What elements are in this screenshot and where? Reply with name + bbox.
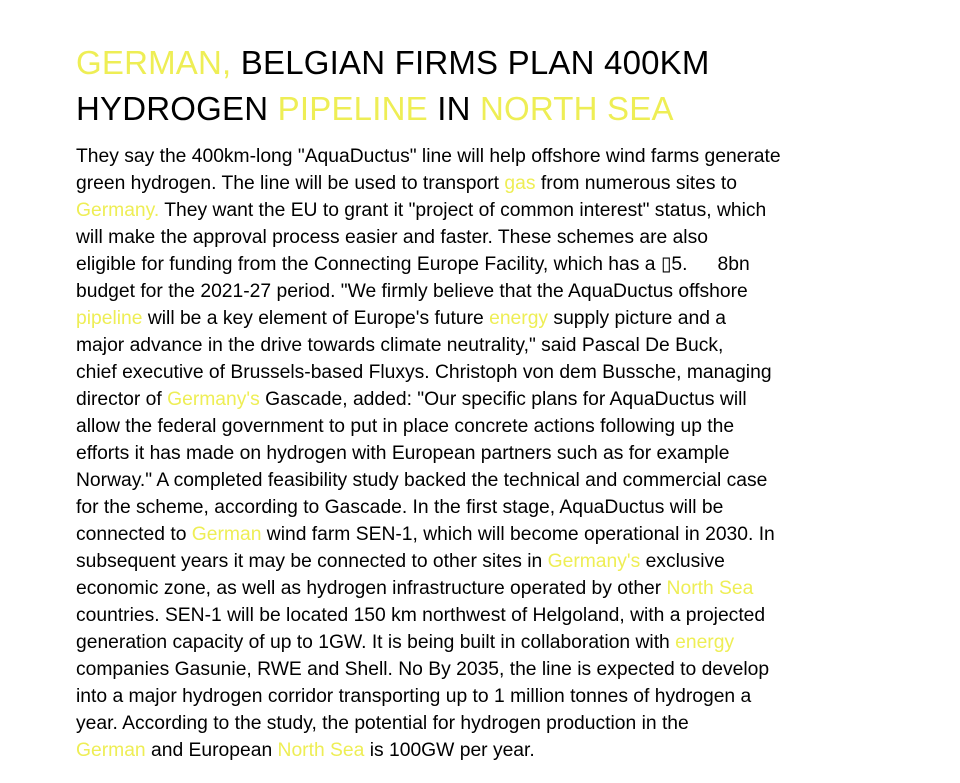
text-segment: eligible for funding from the Connecting… <box>76 254 688 275</box>
headline-line-1: GERMAN, BELGIAN FIRMS PLAN 400KM <box>76 40 876 86</box>
body-line: green hydrogen. The line will be used to… <box>76 170 876 197</box>
body-line: for the scheme, according to Gascade. In… <box>76 494 876 521</box>
text-segment: director of <box>76 389 168 410</box>
text-segment: is 100GW per year. <box>364 740 535 761</box>
text-segment: allow the federal government to put in p… <box>76 416 735 437</box>
body-line: German and European North Sea is 100GW p… <box>76 737 876 764</box>
body-line: countries. SEN-1 will be located 150 km … <box>76 602 876 629</box>
text-segment: Gascade, added: "Our specific plans for … <box>259 389 747 410</box>
text-segment: will make the approval process easier an… <box>76 227 708 248</box>
body-line: budget for the 2021-27 period. "We firml… <box>76 278 876 305</box>
text-segment: They say the 400km-long "AquaDuctus" lin… <box>76 146 781 167</box>
article: GERMAN, BELGIAN FIRMS PLAN 400KM HYDROGE… <box>76 40 876 764</box>
highlighted-keyword: North Sea <box>277 740 365 761</box>
highlighted-keyword: Germany's <box>547 551 641 572</box>
highlighted-keyword: NORTH SEA <box>479 90 674 127</box>
body-line: They say the 400km-long "AquaDuctus" lin… <box>76 143 876 170</box>
text-segment: green hydrogen. The line will be used to… <box>76 173 505 194</box>
highlighted-keyword: North Sea <box>666 578 754 599</box>
text-segment: into a major hydrogen corridor transport… <box>76 686 752 707</box>
body-line: will make the approval process easier an… <box>76 224 876 251</box>
body-line: economic zone, as well as hydrogen infra… <box>76 575 876 602</box>
highlighted-keyword: energy <box>675 632 735 653</box>
body-line: director of Germany's Gascade, added: "O… <box>76 386 876 413</box>
body-line: companies Gasunie, RWE and Shell. No By … <box>76 656 876 683</box>
highlighted-keyword: Germany's <box>167 389 260 410</box>
text-segment: budget for the 2021-27 period. "We firml… <box>76 281 748 302</box>
text-segment: economic zone, as well as hydrogen infra… <box>76 578 667 599</box>
body-line: chief executive of Brussels-based Fluxys… <box>76 359 876 386</box>
text-segment: for the scheme, according to Gascade. In… <box>76 497 724 518</box>
text-segment: countries. SEN-1 will be located 150 km … <box>76 605 766 626</box>
highlighted-keyword: GERMAN, <box>76 44 232 81</box>
text-segment: They want the EU to grant it "project of… <box>159 200 767 221</box>
highlighted-keyword: gas <box>504 173 536 194</box>
text-segment: year. According to the study, the potent… <box>76 713 689 734</box>
text-segment: and European <box>145 740 278 761</box>
text-segment: 8bn <box>717 254 750 275</box>
highlighted-keyword: Germany. <box>76 200 160 221</box>
body-line: pipeline will be a key element of Europe… <box>76 305 876 332</box>
text-segment: will be a key element of Europe's future <box>142 308 490 329</box>
body-line: year. According to the study, the potent… <box>76 710 876 737</box>
body-line: allow the federal government to put in p… <box>76 413 876 440</box>
text-segment: HYDROGEN <box>76 90 278 127</box>
text-segment: subsequent years it may be connected to … <box>76 551 548 572</box>
highlighted-keyword: PIPELINE <box>277 90 428 127</box>
body-line: connected to German wind farm SEN-1, whi… <box>76 521 876 548</box>
body-line: major advance in the drive towards clima… <box>76 332 876 359</box>
text-segment: generation capacity of up to 1GW. It is … <box>76 632 676 653</box>
text-segment: major advance in the drive towards clima… <box>76 335 724 356</box>
body-line: efforts it has made on hydrogen with Eur… <box>76 440 876 467</box>
body-line: into a major hydrogen corridor transport… <box>76 683 876 710</box>
highlighted-keyword: pipeline <box>76 308 143 329</box>
text-segment: Norway." A completed feasibility study b… <box>76 470 768 491</box>
text-segment: companies Gasunie, RWE and Shell. No By … <box>76 659 770 680</box>
headline: GERMAN, BELGIAN FIRMS PLAN 400KM HYDROGE… <box>76 40 876 132</box>
text-segment: chief executive of Brussels-based Fluxys… <box>76 362 772 383</box>
body-line: generation capacity of up to 1GW. It is … <box>76 629 876 656</box>
text-segment: exclusive <box>640 551 725 572</box>
article-body: They say the 400km-long "AquaDuctus" lin… <box>76 143 876 764</box>
highlighted-keyword: German <box>76 740 146 761</box>
text-segment: supply picture and a <box>548 308 727 329</box>
headline-line-2: HYDROGEN PIPELINE IN NORTH SEA <box>76 86 876 132</box>
text-segment: wind farm SEN-1, which will become opera… <box>261 524 775 545</box>
body-line: Germany. They want the EU to grant it "p… <box>76 197 876 224</box>
body-line: eligible for funding from the Connecting… <box>76 251 876 278</box>
body-line: Norway." A completed feasibility study b… <box>76 467 876 494</box>
body-line: subsequent years it may be connected to … <box>76 548 876 575</box>
text-segment: IN <box>427 90 480 127</box>
highlighted-keyword: German <box>191 524 262 545</box>
text-segment: efforts it has made on hydrogen with Eur… <box>76 443 730 464</box>
text-segment: connected to <box>76 524 192 545</box>
text-segment: BELGIAN FIRMS PLAN 400KM <box>231 44 710 81</box>
highlighted-keyword: energy <box>489 308 549 329</box>
text-segment: from numerous sites to <box>535 173 737 194</box>
